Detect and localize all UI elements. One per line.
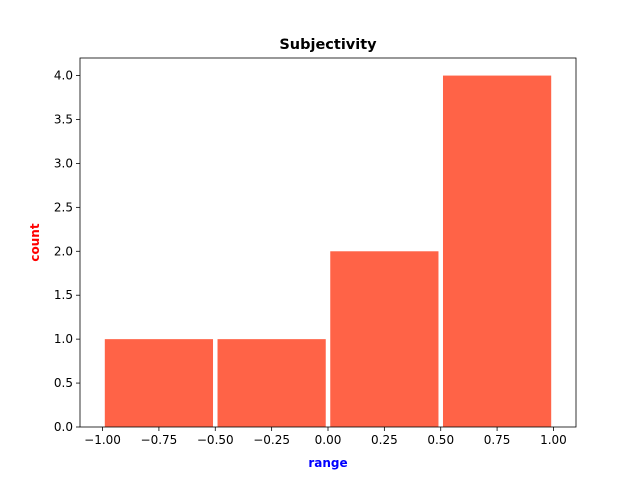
bar-1 bbox=[217, 339, 326, 427]
y-tick-label: 2.5 bbox=[54, 200, 73, 214]
y-tick-label: 1.0 bbox=[54, 332, 73, 346]
bar-3 bbox=[442, 75, 552, 428]
y-axis-label: count bbox=[28, 223, 42, 261]
chart-title: Subjectivity bbox=[279, 37, 377, 53]
x-tick-label: 0.25 bbox=[371, 433, 398, 447]
bar-0 bbox=[104, 339, 214, 427]
y-tick-label: 2.0 bbox=[54, 244, 73, 258]
x-tick-label: −0.75 bbox=[141, 433, 178, 447]
x-tick-label: 0.50 bbox=[427, 433, 454, 447]
x-axis-label: range bbox=[308, 456, 347, 470]
x-tick-label: −1.00 bbox=[84, 433, 121, 447]
bars-group bbox=[104, 75, 552, 428]
x-tick-label: 0.75 bbox=[484, 433, 511, 447]
x-tick-label: 1.00 bbox=[540, 433, 567, 447]
x-tick-label: 0.00 bbox=[315, 433, 342, 447]
y-axis-ticks: 0.0 0.5 1.0 1.5 2.0 2.5 3.0 3.5 4.0 bbox=[54, 69, 80, 434]
y-tick-label: 1.5 bbox=[54, 288, 73, 302]
x-tick-label: −0.50 bbox=[197, 433, 234, 447]
y-tick-label: 4.0 bbox=[54, 69, 73, 83]
y-tick-label: 3.0 bbox=[54, 156, 73, 170]
y-tick-label: 0.5 bbox=[54, 376, 73, 390]
bar-2 bbox=[330, 251, 439, 427]
y-tick-label: 3.5 bbox=[54, 113, 73, 127]
x-axis-ticks: −1.00 −0.75 −0.50 −0.25 0.00 0.25 0.50 0.75 1.00 bbox=[84, 427, 567, 447]
y-tick-label: 0.0 bbox=[54, 420, 73, 434]
x-tick-label: −0.25 bbox=[253, 433, 290, 447]
